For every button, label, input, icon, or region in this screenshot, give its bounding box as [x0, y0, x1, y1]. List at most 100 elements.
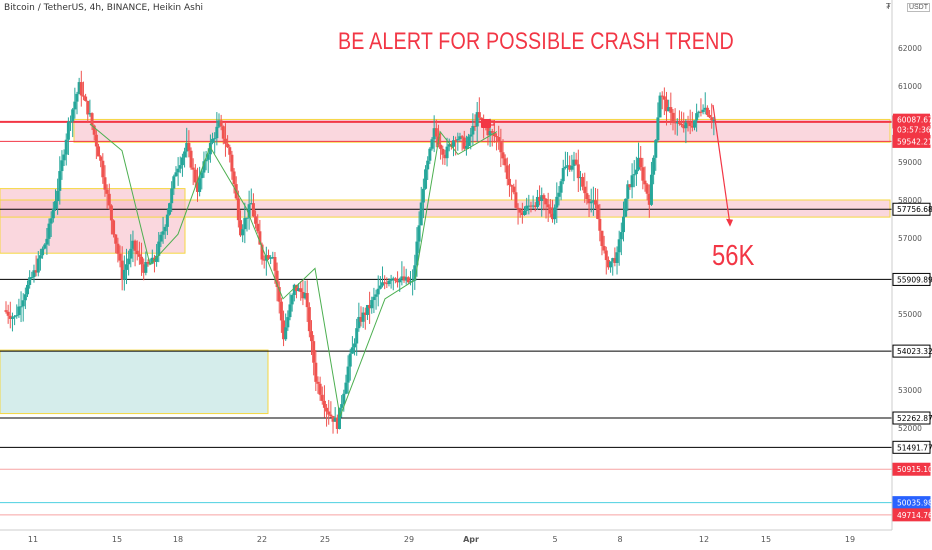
candle-body — [342, 393, 346, 405]
candle-body — [675, 121, 679, 124]
candle-body — [548, 207, 552, 214]
candle-body — [165, 214, 169, 227]
candle-body — [533, 205, 537, 207]
candle-body — [127, 258, 131, 265]
pattern-zigzag — [89, 123, 498, 419]
candle-body — [404, 277, 408, 281]
candle-body — [540, 195, 544, 202]
candle-body — [73, 101, 77, 110]
candle-body — [376, 288, 380, 295]
candle-body — [122, 269, 126, 280]
candle-body — [208, 142, 212, 155]
candle-body — [163, 226, 167, 232]
candle-body — [137, 254, 141, 257]
candle-body — [316, 381, 320, 384]
candle-body — [639, 157, 643, 168]
candle-body — [142, 264, 146, 273]
candle-body — [279, 301, 283, 321]
candle-body — [88, 113, 92, 115]
candle-body — [563, 166, 567, 169]
candle-body — [365, 304, 369, 315]
candle-body — [170, 188, 174, 204]
candle-body — [19, 306, 23, 308]
candle-body — [310, 331, 314, 342]
candle-body — [568, 165, 572, 170]
candle-body — [680, 123, 684, 126]
candle-body — [249, 203, 253, 205]
candle-body — [58, 171, 62, 191]
candle-body — [531, 205, 535, 207]
candle-body — [41, 248, 45, 256]
candle-body — [232, 171, 236, 185]
candle-body — [211, 138, 215, 143]
candle-body — [140, 256, 144, 265]
candle-body — [701, 109, 705, 112]
candle-body — [62, 154, 66, 161]
candle-body — [101, 160, 105, 178]
candle-body — [615, 252, 619, 263]
level-price-tag — [892, 508, 931, 522]
candle-body — [290, 295, 294, 305]
candle-body — [520, 212, 524, 215]
candle-body — [239, 220, 243, 236]
candle-body — [114, 234, 118, 244]
candle-body — [637, 157, 641, 170]
candle-body — [269, 257, 273, 259]
candle-body — [327, 411, 331, 415]
candle-body — [660, 95, 664, 97]
zone-demand-4 — [0, 349, 269, 415]
candle-body — [131, 240, 135, 249]
candle-body — [260, 244, 264, 260]
candle-body — [245, 217, 249, 219]
candle-body — [432, 128, 436, 140]
level-price-tag — [892, 344, 931, 358]
candle-body — [479, 117, 483, 120]
candle-body — [486, 127, 490, 136]
candle-body — [413, 265, 417, 281]
candle-body — [348, 353, 352, 367]
level-price-label: 55909.89 — [897, 275, 932, 284]
candle-body — [613, 258, 617, 263]
level-price-label: 50915.10 — [897, 465, 932, 474]
candle-body — [256, 223, 260, 232]
candle-body — [45, 238, 49, 245]
candle-body — [591, 200, 595, 202]
candle-body — [561, 168, 565, 182]
candle-body — [112, 220, 116, 235]
chart-title: Bitcoin / TetherUS, 4h, BINANCE, Heikin … — [4, 3, 204, 13]
candle-body — [337, 407, 341, 429]
candle-body — [415, 241, 419, 266]
candle-body — [23, 294, 27, 301]
candle-body — [266, 255, 270, 259]
candle-body — [206, 154, 210, 160]
level-price-label: 50035.98 — [897, 499, 932, 508]
candle-body — [314, 362, 318, 382]
candle-body — [116, 243, 120, 254]
candle-body — [47, 223, 51, 239]
candle-body — [53, 201, 57, 209]
candle-body — [92, 125, 96, 135]
target-annotation: 56K — [712, 240, 755, 272]
candle-body — [359, 316, 363, 322]
candle-body — [559, 181, 563, 193]
candle-body — [217, 120, 221, 127]
candle-body — [84, 96, 88, 101]
candle-body — [254, 216, 258, 224]
candle-body — [652, 157, 656, 175]
candle-body — [107, 193, 111, 206]
y-tick-label: 59000 — [898, 158, 922, 167]
candle-body — [381, 282, 385, 286]
candle-body — [658, 95, 662, 118]
x-tick-label: 15 — [112, 535, 122, 544]
candle-body — [243, 218, 247, 230]
candle-body — [684, 122, 688, 129]
level-price-label: 52262.87 — [897, 414, 932, 423]
candle-body — [178, 165, 182, 169]
candle-body — [467, 136, 471, 147]
y-tick-label: 53000 — [898, 386, 922, 395]
candle-body — [299, 288, 303, 292]
candle-body — [542, 195, 546, 199]
currency-indicator[interactable]: ₮ USDT — [886, 2, 930, 12]
candle-body — [159, 234, 163, 242]
